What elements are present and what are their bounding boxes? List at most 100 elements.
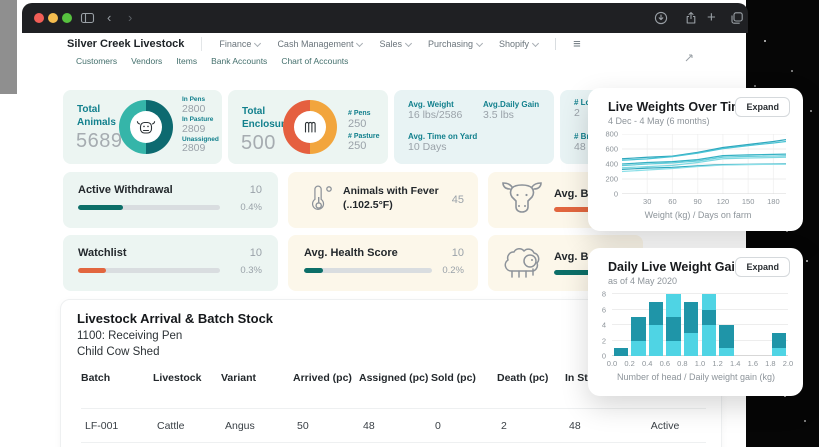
bar [648,294,664,356]
card-title: Active Withdrawal [78,184,173,196]
app-subnav: Customers Vendors Items Bank Accounts Ch… [76,56,348,66]
cell-death: 2 [501,419,507,432]
x-tick-label: 1.4 [729,359,741,368]
chevron-down-icon [356,39,364,47]
table-row[interactable]: LF-001 Cattle Angus 50 48 0 2 48 Active [81,408,706,443]
share-icon[interactable] [684,11,698,25]
expand-button[interactable]: Expand [735,97,790,117]
card-animals-with-fever[interactable]: Animals with Fever (..102.5°F) 45 [288,172,478,228]
avg-weight: Avg. Weight 16 lbs/2586 [408,100,463,121]
line-series-animal-4 [622,155,786,167]
download-icon[interactable] [654,11,668,25]
enclosure-breakdown: # Pens 250 # Pasture 250 [348,110,380,153]
close-window-button[interactable] [34,13,44,23]
x-tick-label: 90 [693,197,702,206]
bar [631,294,646,356]
x-tick-label: 30 [643,197,652,206]
gridline [612,339,788,341]
bar [701,294,716,356]
overlay-daily-gain: Daily Live Weight Gain Expand as of 4 Ma… [588,248,803,396]
zoom-window-button[interactable] [62,13,72,23]
cell-in-stock: 48 [569,419,581,432]
bar-segment [701,294,716,310]
chart-subtitle: as of 4 May 2020 [608,276,678,286]
subnav-items[interactable]: Items [176,56,198,66]
card-title: Animals with Fever (..102.5°F) [343,185,439,211]
subnav-chart-of-accounts[interactable]: Chart of Accounts [281,56,349,66]
x-tick-label: 1.2 [712,359,723,368]
kpi-card-averages[interactable]: Avg. Weight 16 lbs/2586 Avg.Daily Gain 3… [394,90,554,164]
line-series-animal-2 [622,140,786,161]
browser-titlebar: ‹ › + [22,3,748,33]
bar-segment [683,332,699,356]
menu-cash-management[interactable]: Cash Management [277,39,364,49]
chart-title: Live Weights Over Time [608,100,750,114]
cell-status: Active [650,419,680,432]
bar-segment [719,325,734,349]
card-percent: 0.2% [442,265,464,276]
background-window-edge [0,0,17,94]
bar-segment [648,301,664,325]
card-avg-health-score[interactable]: Avg. Health Score 10 0.2% [288,235,478,291]
card-watchlist[interactable]: Watchlist 10 0.3% [63,235,278,291]
x-tick-label: 0.6 [659,359,671,368]
bar [771,294,787,356]
sidebar-toggle-icon[interactable] [80,11,95,25]
overlay-live-weights: Live Weights Over Time Expand 4 Dec - 4 … [588,88,803,231]
kpi-card-total-enclosure[interactable]: Total Enclosure 500 # Pens 250 # Pasture… [228,90,388,164]
progress-fill [78,268,107,273]
card-value: 10 [249,247,262,259]
resize-diagonal-icon[interactable] [683,52,695,64]
brand-title: Silver Creek Livestock [67,38,185,50]
line-series-animal-3 [622,153,786,165]
count-breeds: # Br 48 [574,132,590,153]
pen-fence-icon [304,121,316,133]
bull-icon [502,182,542,213]
bar-segment [771,332,787,349]
line-series-animal-7 [622,163,786,173]
subnav-vendors[interactable]: Vendors [131,56,163,66]
x-tick-label: 0.0 [606,359,618,368]
card-value: 45 [451,194,464,206]
count-lots: # Lo 2 [574,98,591,119]
sheep-icon [504,248,540,278]
menu-purchasing[interactable]: Purchasing [428,39,484,49]
bar-segment [771,348,787,356]
bar-segment [719,348,734,356]
forward-icon[interactable]: › [128,10,133,25]
cell-batch: LF-001 [85,419,119,432]
menu-shopify[interactable]: Shopify [499,39,540,49]
expand-button[interactable]: Expand [735,257,790,277]
kpi-card-total-animals[interactable]: Total Animals 5689 In Pens 2800 In Pastu… [63,90,222,164]
y-tick-label: 2 [601,336,606,345]
y-tick-label: 4 [601,320,606,330]
bar-chart-axis-label: Number of head / Daily weight gain (kg) [616,372,776,382]
cell-arrived: 50 [297,419,309,432]
chevron-down-icon [475,39,484,47]
thermometer-icon [311,185,332,210]
minimize-window-button[interactable] [48,13,58,23]
card-title: Avg. Bo [554,188,596,200]
back-icon[interactable]: ‹ [107,10,112,25]
subnav-bank-accounts[interactable]: Bank Accounts [211,56,268,66]
x-tick-label: 1.8 [765,359,776,368]
column-header: Death (pc) [497,372,549,384]
hamburger-menu-icon[interactable]: ≡ [573,36,581,51]
line-chart-axis-label: Weight (kg) / Days on farm [644,210,752,220]
menu-finance[interactable]: Finance [219,39,262,49]
y-tick-label: 600 [605,144,618,154]
menu-sales[interactable]: Sales [379,39,413,49]
progress-fill [78,205,124,210]
line-chart-plot [622,134,786,194]
new-tab-icon[interactable]: + [707,9,716,26]
card-value: 10 [451,247,464,259]
bar [666,294,681,356]
kpi-label: Total Animals [77,104,116,128]
y-tick-label: 0 [601,351,606,361]
tab-overview-icon[interactable] [730,11,744,25]
kpi-value: 500 [241,132,276,154]
subnav-customers[interactable]: Customers [76,56,118,66]
card-active-withdrawal[interactable]: Active Withdrawal 10 0.4% [63,172,278,228]
column-header: Arrived (pc) [293,372,352,384]
